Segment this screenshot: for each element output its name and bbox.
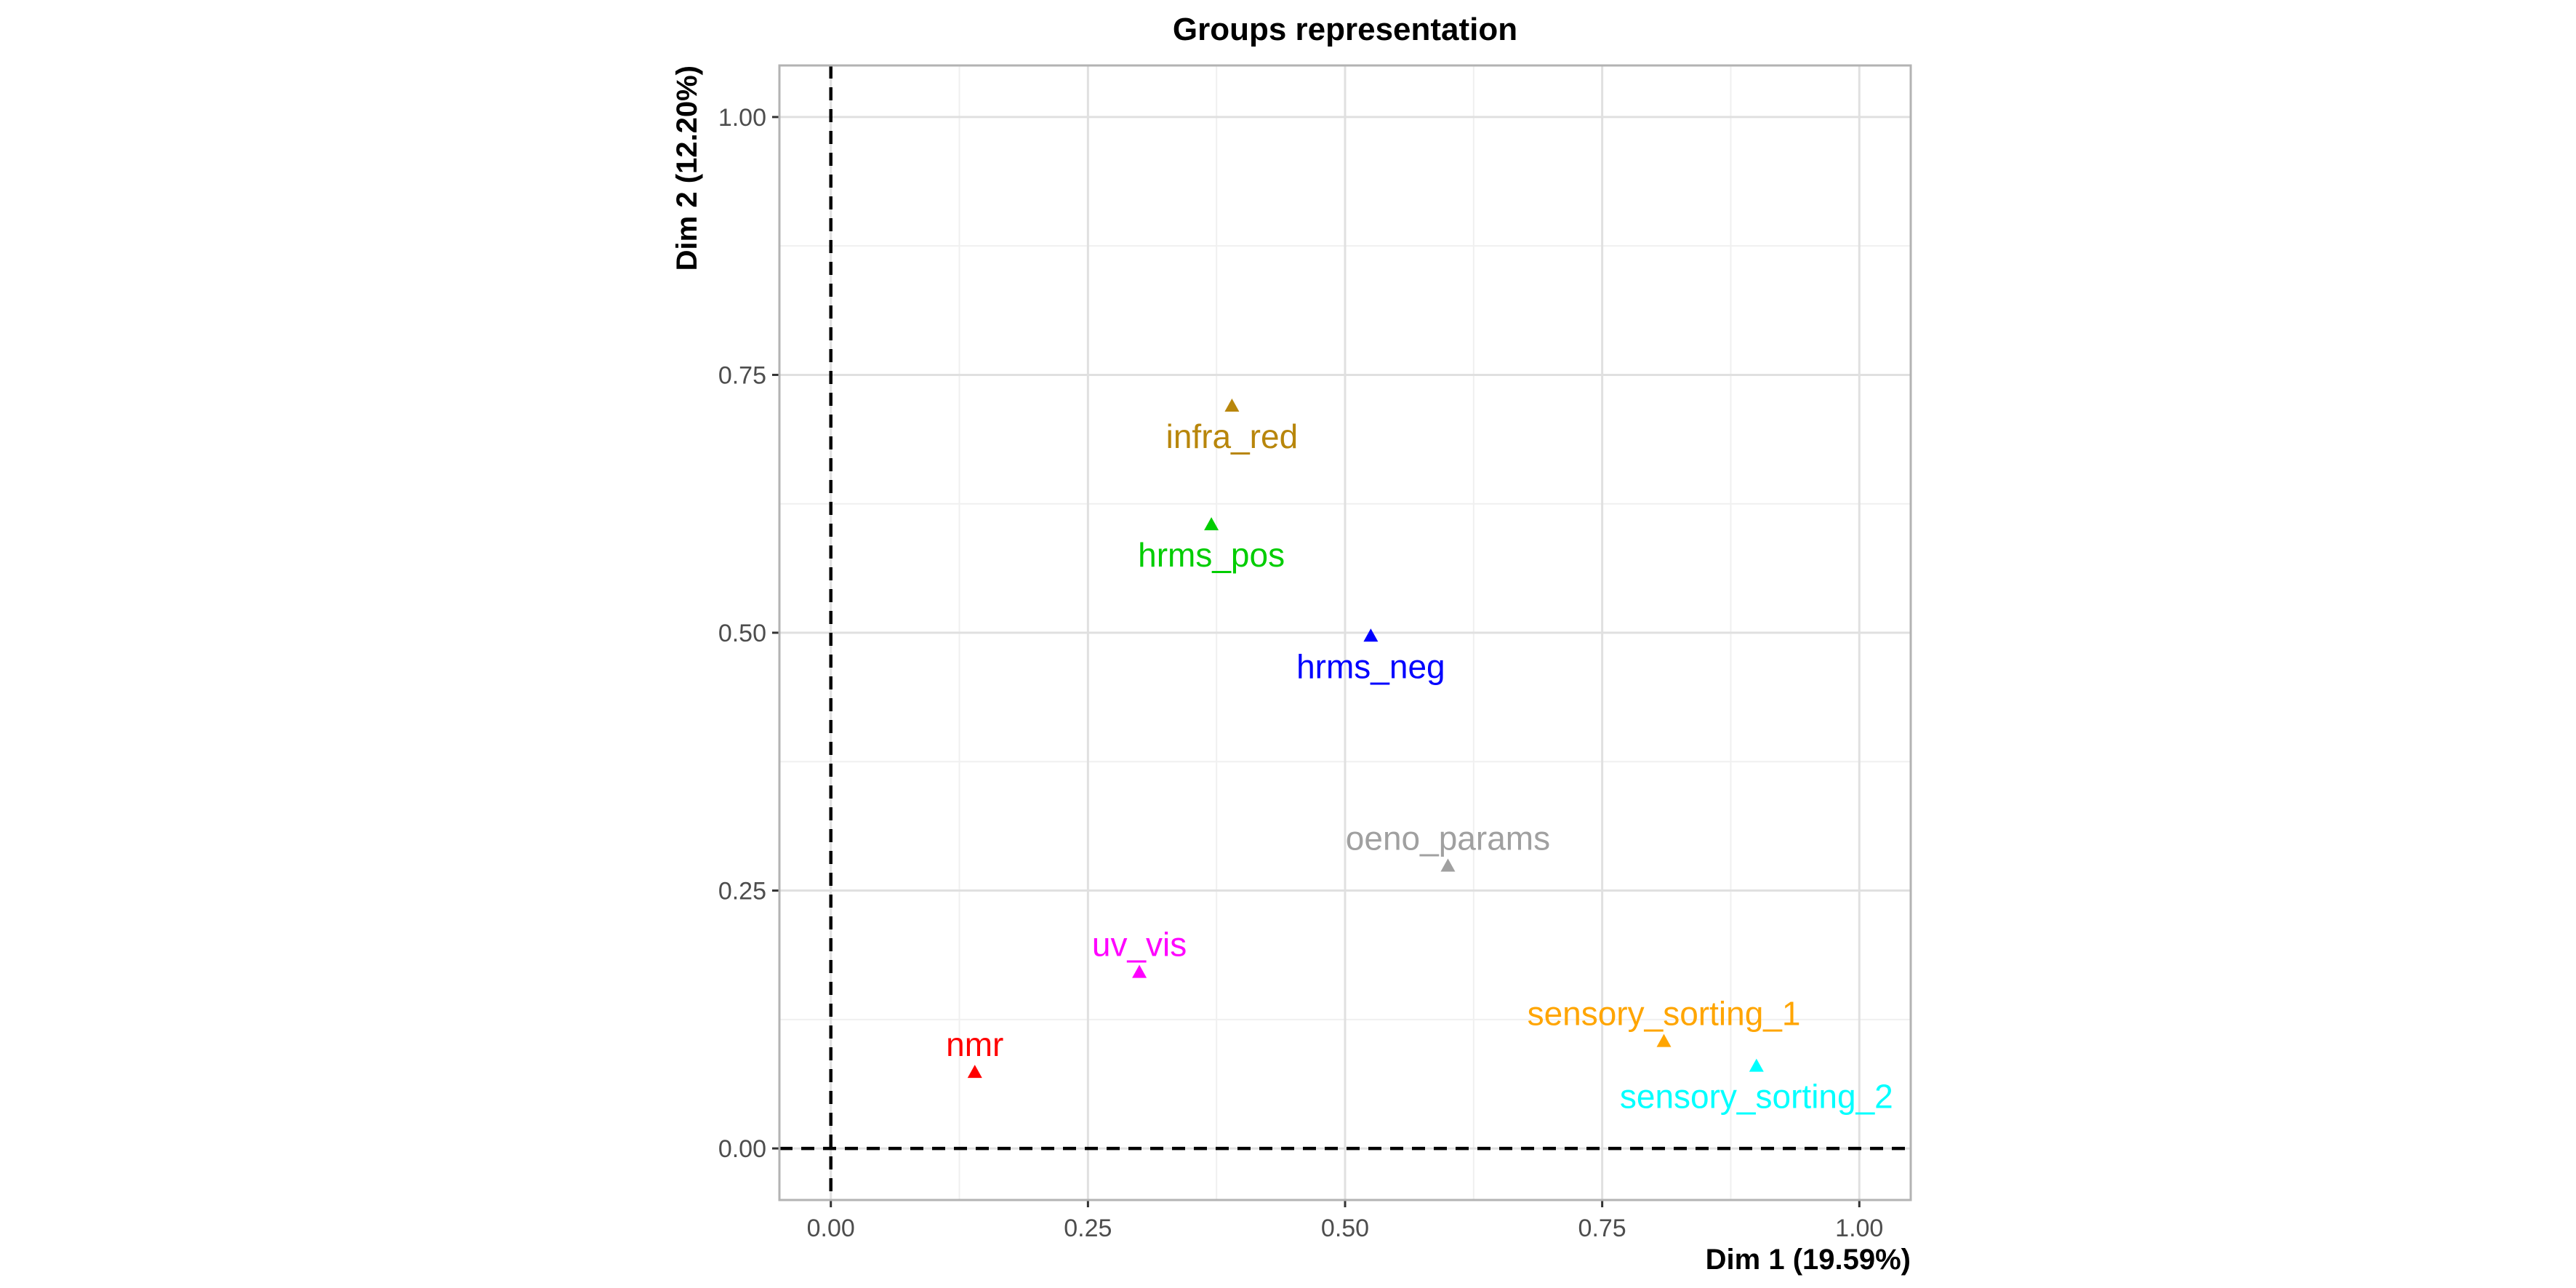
- chart-title: Groups representation: [1173, 12, 1517, 47]
- x-tick-label: 0.00: [807, 1215, 855, 1242]
- point-label-uv-vis: uv_vis: [1092, 926, 1187, 964]
- x-tick-label: 0.25: [1064, 1215, 1112, 1242]
- point-label-hrms-neg: hrms_neg: [1296, 647, 1445, 685]
- point-marker-oeno-params: [1440, 858, 1456, 872]
- y-axis-title: Dim 2 (12.20%): [671, 65, 703, 271]
- point-marker-hrms-pos: [1204, 517, 1219, 531]
- data-points: infra_red hrms_pos hrms_neg oeno_params uv_v…: [946, 399, 1893, 1116]
- point-label-infra-red: infra_red: [1166, 417, 1299, 455]
- reference-lines: [779, 65, 1911, 1200]
- point-label-oeno-params: oeno_params: [1346, 820, 1550, 857]
- y-tick-label: 1.00: [718, 104, 766, 132]
- x-tick-label: 0.50: [1321, 1215, 1369, 1242]
- x-tick-label: 0.75: [1578, 1215, 1626, 1242]
- point-label-nmr: nmr: [946, 1025, 1003, 1063]
- x-axis-title: Dim 1 (19.59%): [1706, 1244, 1911, 1276]
- point-marker-uv-vis: [1132, 964, 1147, 978]
- y-tick-label: 0.00: [718, 1135, 766, 1163]
- point-label-hrms-pos: hrms_pos: [1138, 536, 1285, 574]
- point-label-sensory-sorting-1: sensory_sorting_1: [1528, 995, 1801, 1033]
- y-tick-label: 0.50: [718, 620, 766, 647]
- point-marker-sensory-sorting-1: [1656, 1033, 1672, 1047]
- y-tick-label: 0.25: [718, 878, 766, 905]
- point-marker-sensory-sorting-2: [1749, 1058, 1764, 1072]
- x-tick-label: 1.00: [1835, 1215, 1883, 1242]
- point-marker-infra-red: [1224, 399, 1240, 412]
- point-marker-hrms-neg: [1363, 628, 1379, 642]
- point-label-sensory-sorting-2: sensory_sorting_2: [1620, 1078, 1893, 1116]
- axis-ticks: 0.00 0.25 0.50 0.75 1.00 0.00 0.25 0.50 0.75 1.00: [718, 104, 1884, 1242]
- y-tick-label: 0.75: [718, 361, 766, 389]
- point-marker-nmr: [967, 1065, 982, 1079]
- plot-panel-border: [778, 64, 1912, 1201]
